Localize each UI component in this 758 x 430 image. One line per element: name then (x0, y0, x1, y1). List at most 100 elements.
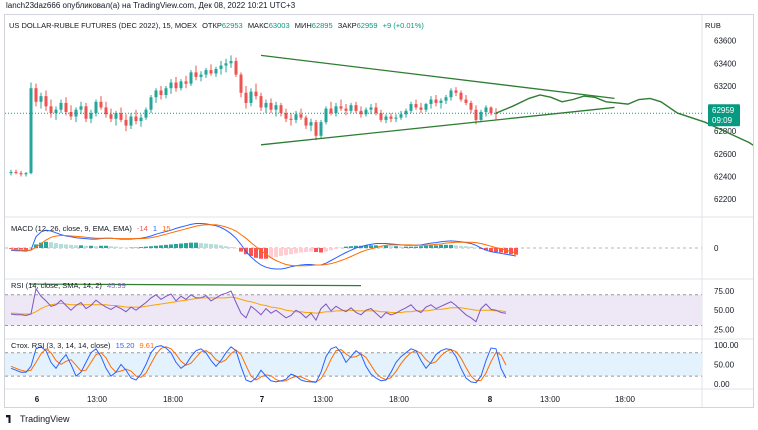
candle-body (129, 116, 133, 126)
candle-body (339, 106, 343, 109)
candle-body (44, 96, 48, 107)
candle (429, 96, 433, 109)
rsi-ma-line (11, 296, 507, 315)
stochrsi-tick-label: 0.00 (714, 380, 730, 389)
candle (74, 107, 78, 123)
candle (199, 71, 203, 82)
candle (124, 114, 128, 132)
macd-histogram-bar (394, 246, 398, 248)
candle (374, 102, 378, 116)
candle-body (354, 105, 358, 111)
currency-label: RUB (705, 21, 721, 30)
candle (244, 85, 248, 109)
candle-body (179, 81, 183, 89)
candle (444, 95, 448, 105)
candle-body (409, 104, 413, 111)
candle (104, 101, 108, 118)
macd-histogram-bar (34, 244, 38, 248)
candle-body (149, 97, 153, 110)
time-tick-label: 18:00 (163, 395, 184, 404)
candle (34, 83, 38, 107)
candle-body (349, 105, 353, 111)
candle (449, 88, 453, 101)
candle-body (59, 102, 63, 110)
time-tick-label: 18:00 (615, 395, 636, 404)
triangle-lower-line (260, 106, 615, 146)
macd-signal-value: 1 (152, 224, 158, 233)
macd-histogram-bar (59, 243, 63, 248)
chart-container[interactable]: 6360063400632006300062800626006240062200… (4, 14, 754, 408)
rsi-legend: RSI (14, close, SMA, 14, 2) 45.99 (11, 281, 129, 291)
price-tick-label: 63200 (714, 82, 737, 91)
tradingview-logo-text: TradingView (20, 414, 70, 424)
candle (294, 110, 298, 124)
candle (214, 66, 218, 77)
macd-histogram-bar (219, 245, 223, 248)
macd-histogram-bar (74, 245, 78, 248)
candle (419, 102, 423, 114)
macd-histogram-bar (179, 243, 183, 248)
rsi-divergence-line (28, 283, 362, 287)
macd-histogram-bar (324, 248, 328, 252)
candle (364, 107, 368, 117)
candle (149, 95, 153, 114)
candle (89, 109, 93, 124)
candle-body (54, 109, 58, 114)
candle-body (49, 106, 53, 114)
candle-body (279, 105, 283, 114)
candle-body (494, 113, 498, 115)
candle (304, 115, 308, 129)
macd-histogram-bar (304, 248, 308, 253)
rsi-value: 45.99 (106, 281, 126, 290)
macd-histogram-bar (374, 245, 378, 248)
tradingview-logo[interactable]: TradingView (6, 412, 70, 426)
candle-body (154, 90, 158, 98)
macd-histogram-bar (239, 248, 243, 252)
main-legend: US DOLLAR-RUBLE FUTURES (DEC 2022), 15, … (9, 21, 427, 31)
macd-histogram-bar (19, 248, 23, 250)
chart-canvas[interactable]: 6360063400632006300062800626006240062200… (5, 15, 753, 407)
candle (179, 79, 183, 91)
candle (329, 101, 333, 116)
candle-body (374, 107, 378, 114)
rsi-tick-label: 50.00 (714, 306, 735, 315)
macd-histogram-bar (314, 248, 318, 253)
macd-histogram-bar (384, 245, 388, 248)
candle-body (369, 107, 373, 110)
candle-body (249, 91, 253, 103)
macd-histogram-bar (499, 248, 503, 253)
macd-histogram-bar (369, 245, 373, 248)
candle-body (264, 102, 268, 108)
candle-body (329, 108, 333, 114)
candle (474, 105, 478, 125)
candle (299, 108, 303, 120)
candle-body (429, 99, 433, 105)
candle-body (399, 114, 403, 118)
macd-histogram-bar (114, 246, 118, 248)
macd-histogram-bar (9, 248, 13, 249)
candle-body (449, 90, 453, 98)
macd-histogram-bar (284, 248, 288, 256)
candle-body (79, 106, 83, 110)
candle (439, 98, 443, 109)
macd-histogram-bar (89, 245, 93, 248)
candle-body (304, 117, 308, 126)
candle-body (444, 97, 448, 101)
macd-histogram-bar (44, 241, 48, 248)
candle (129, 113, 133, 129)
candle (139, 114, 143, 127)
macd-histogram-bar (109, 246, 113, 248)
triangle-upper-line (260, 54, 615, 100)
macd-histogram-bar (349, 246, 353, 248)
candle (359, 106, 363, 118)
candle-body (24, 173, 28, 175)
high-value: 63003 (268, 21, 290, 30)
candle (174, 76, 178, 92)
candle-body (194, 72, 198, 77)
candle (314, 119, 318, 141)
macd-histogram-bar (414, 246, 418, 248)
time-tick-label: 13:00 (313, 395, 334, 404)
candle-body (344, 108, 348, 111)
candle-body (104, 107, 108, 115)
candle (164, 85, 168, 99)
